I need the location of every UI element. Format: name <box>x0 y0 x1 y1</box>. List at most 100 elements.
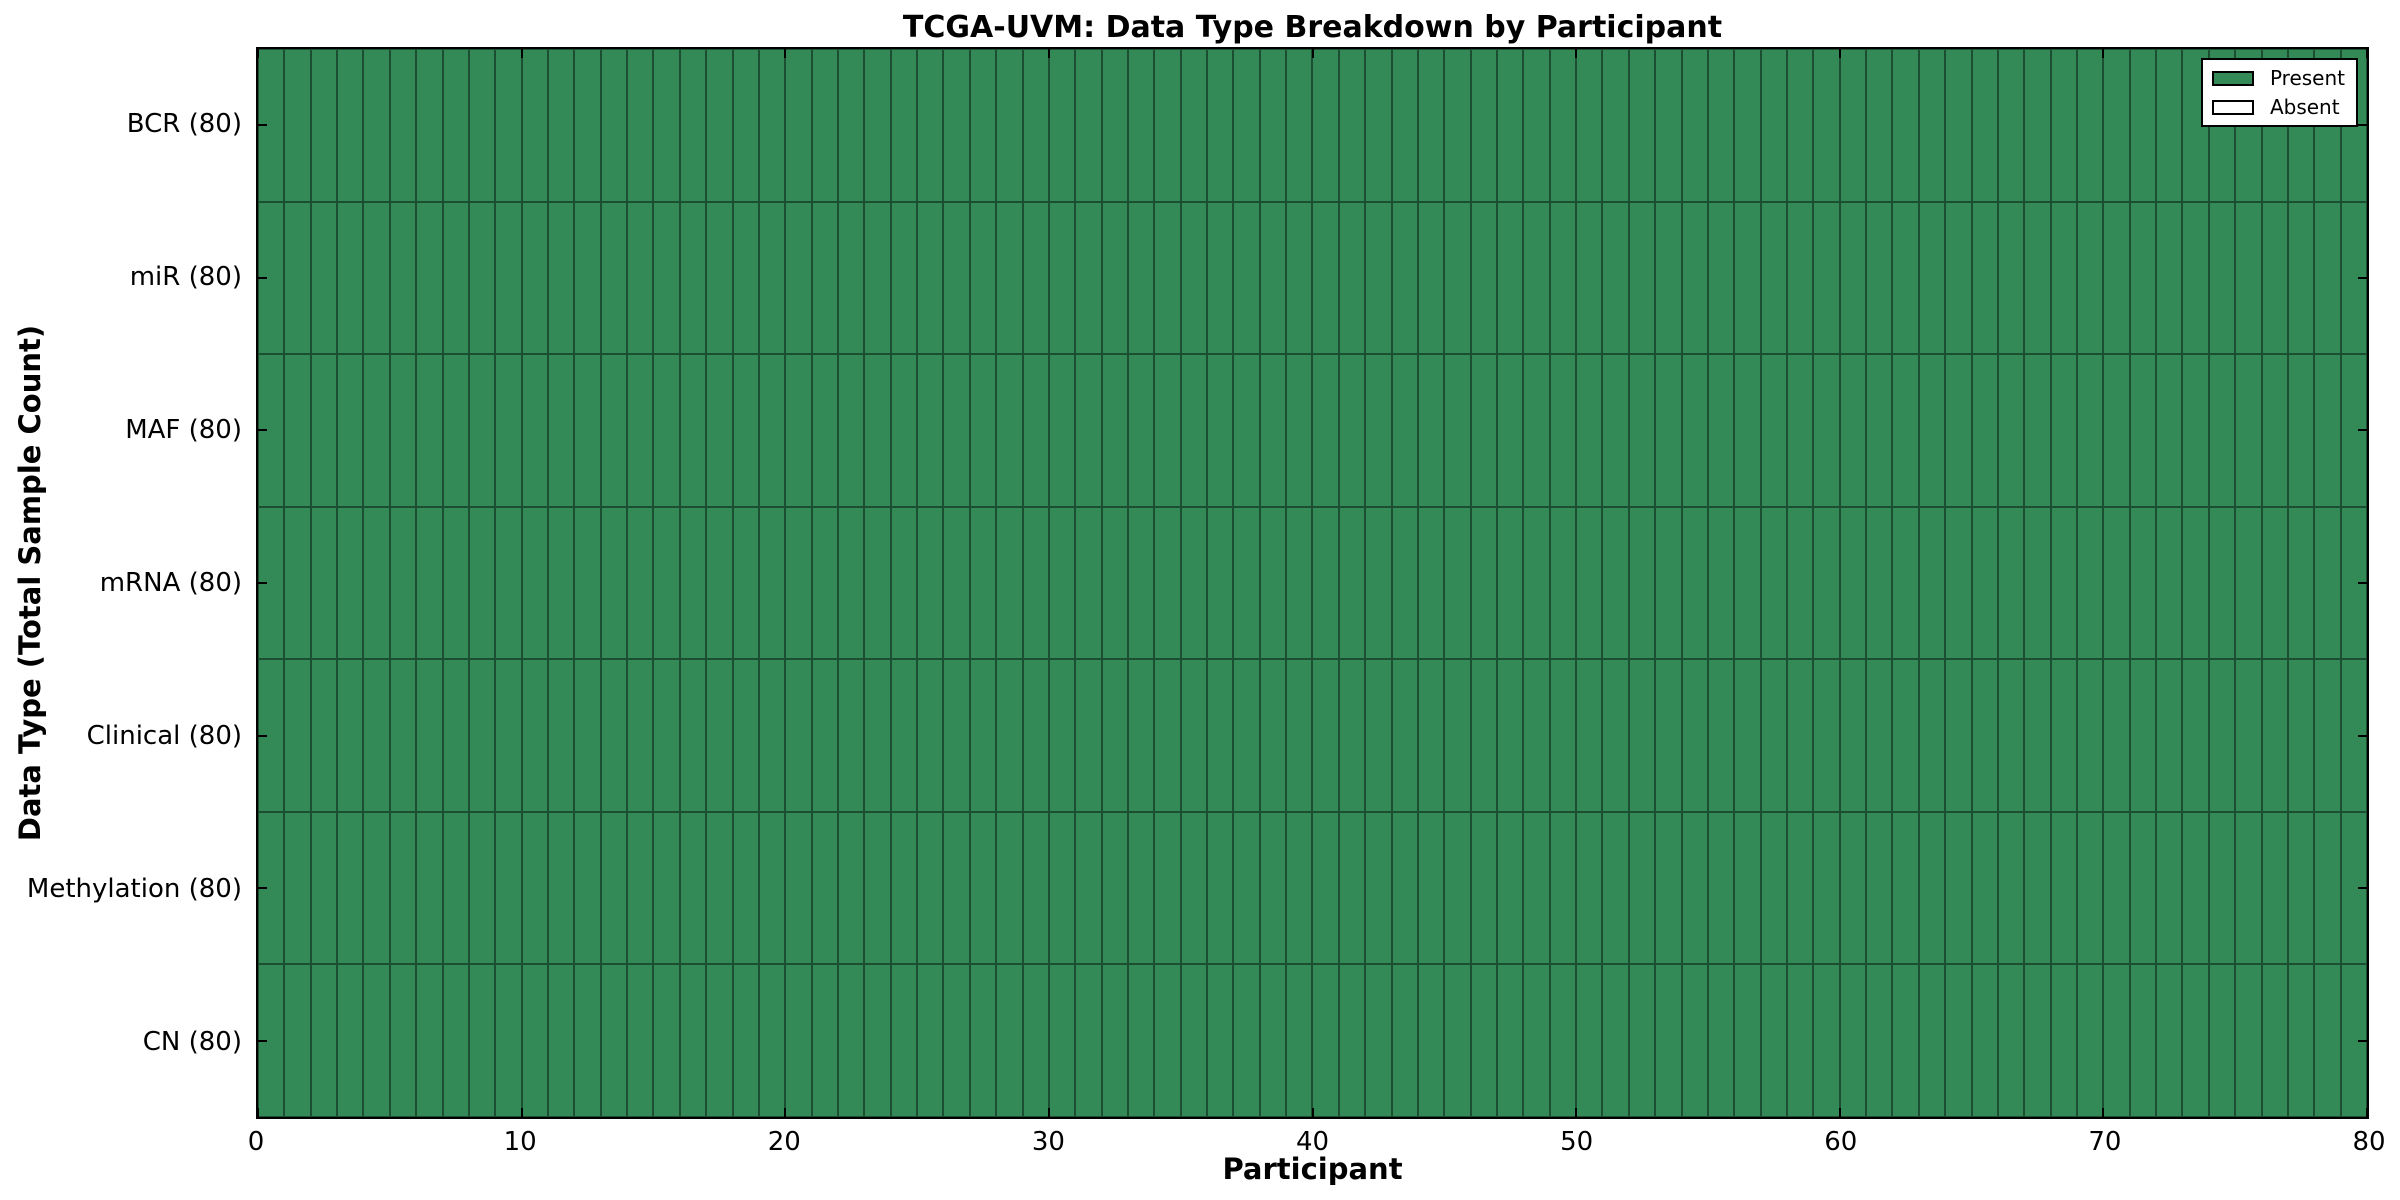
cell-mRNA-p31 <box>1075 506 1102 660</box>
cell-mRNA-p7 <box>442 506 469 660</box>
x-tick-label-30: 30 <box>1031 1127 1065 1157</box>
cell-CN-p37 <box>1233 964 1260 1117</box>
cell-CN-p8 <box>468 964 496 1117</box>
cell-BCR-p32 <box>1101 49 1128 202</box>
cell-BCR-p69 <box>2077 49 2104 202</box>
cell-miR-p77 <box>2287 201 2315 355</box>
cell-mRNA-p20 <box>785 506 812 660</box>
cell-MAF-p45 <box>1444 354 1471 507</box>
cell-CN-p58 <box>1787 964 1814 1117</box>
cell-BCR-p34 <box>1154 49 1181 202</box>
cell-mRNA-p61 <box>1866 506 1893 660</box>
cell-Methylation-p34 <box>1154 811 1181 965</box>
cell-Methylation-p64 <box>1945 811 1972 965</box>
cell-Methylation-p44 <box>1417 811 1445 965</box>
x-tick-mark <box>520 49 523 58</box>
cell-mRNA-p78 <box>2314 506 2341 660</box>
cell-MAF-p22 <box>837 354 865 507</box>
cell-MAF-p76 <box>2261 354 2288 507</box>
cell-mRNA-p53 <box>1655 506 1682 660</box>
cell-CN-p72 <box>2156 964 2183 1117</box>
cell-Clinical-p62 <box>1892 659 1919 812</box>
cell-BCR-p43 <box>1391 49 1418 202</box>
cell-Clinical-p36 <box>1207 659 1234 812</box>
x-tick-mark <box>1838 1108 1841 1117</box>
cell-mRNA-p34 <box>1154 506 1181 660</box>
cell-Clinical-p38 <box>1259 659 1287 812</box>
cell-mRNA-p23 <box>864 506 891 660</box>
cell-miR-p73 <box>2182 201 2209 355</box>
cell-MAF-p46 <box>1470 354 1498 507</box>
cell-mRNA-p69 <box>2077 506 2104 660</box>
cell-MAF-p43 <box>1391 354 1418 507</box>
cell-Clinical-p14 <box>627 659 654 812</box>
cell-mRNA-p10 <box>521 506 548 660</box>
cell-Methylation-p26 <box>943 811 970 965</box>
cell-CN-p19 <box>758 964 786 1117</box>
cell-Clinical-p13 <box>600 659 628 812</box>
cell-Methylation-p9 <box>495 811 522 965</box>
cell-BCR-p47 <box>1497 49 1524 202</box>
cell-MAF-p32 <box>1101 354 1128 507</box>
cell-CN-p13 <box>600 964 628 1117</box>
y-tick-mark <box>2358 124 2367 127</box>
cell-Clinical-p5 <box>389 659 417 812</box>
y-tick-mark <box>258 582 267 584</box>
cell-mRNA-p42 <box>1365 506 1392 660</box>
legend-swatch-icon-absent <box>2211 99 2254 115</box>
y-tick-mark <box>2358 582 2367 584</box>
cell-mRNA-p56 <box>1734 506 1761 660</box>
cell-BCR-p71 <box>2129 49 2157 202</box>
cell-CN-p11 <box>547 964 575 1117</box>
y-tick-mark <box>2358 429 2367 432</box>
cell-miR-p54 <box>1681 201 1708 355</box>
cell-MAF-p12 <box>574 354 601 507</box>
cell-Clinical-p57 <box>1760 659 1788 812</box>
cell-CN-p4 <box>363 964 390 1117</box>
cell-MAF-p55 <box>1707 354 1735 507</box>
cell-MAF-p35 <box>1180 354 1208 507</box>
cell-BCR-p38 <box>1259 49 1287 202</box>
cell-Clinical-p77 <box>2287 659 2315 812</box>
cell-BCR-p48 <box>1523 49 1550 202</box>
cell-miR-p50 <box>1576 201 1603 355</box>
cell-Methylation-p65 <box>1971 811 1998 965</box>
cell-CN-p33 <box>1127 964 1155 1117</box>
y-tick-label-miR: miR (80) <box>129 261 242 292</box>
cell-Clinical-p52 <box>1628 659 1656 812</box>
cell-mRNA-p77 <box>2287 506 2315 660</box>
cell-CN-p29 <box>1022 964 1049 1117</box>
cell-CN-p60 <box>1839 964 1867 1117</box>
cell-Clinical-p29 <box>1022 659 1049 812</box>
cell-BCR-p40 <box>1312 49 1339 202</box>
cell-MAF-p69 <box>2077 354 2104 507</box>
cell-Methylation-p35 <box>1180 811 1208 965</box>
x-tick-mark <box>1311 1108 1314 1117</box>
cell-BCR-p52 <box>1628 49 1656 202</box>
cell-BCR-p5 <box>389 49 417 202</box>
cell-Methylation-p23 <box>864 811 891 965</box>
cell-Methylation-p8 <box>468 811 496 965</box>
cell-miR-p35 <box>1180 201 1208 355</box>
cell-miR-p25 <box>917 201 944 355</box>
cell-Methylation-p66 <box>1997 811 2025 965</box>
cell-Methylation-p36 <box>1207 811 1234 965</box>
cell-Clinical-p43 <box>1391 659 1418 812</box>
cell-Methylation-p20 <box>785 811 812 965</box>
cell-CN-p3 <box>337 964 364 1117</box>
cell-BCR-p29 <box>1022 49 1049 202</box>
cell-MAF-p54 <box>1681 354 1708 507</box>
cell-mRNA-p63 <box>1918 506 1946 660</box>
cell-miR-p60 <box>1839 201 1867 355</box>
cell-Methylation-p19 <box>758 811 786 965</box>
cell-MAF-p56 <box>1734 354 1761 507</box>
cell-CN-p2 <box>310 964 338 1117</box>
cell-CN-p16 <box>679 964 707 1117</box>
cell-Methylation-p54 <box>1681 811 1708 965</box>
cell-CN-p17 <box>706 964 733 1117</box>
cell-Clinical-p39 <box>1286 659 1313 812</box>
cell-Clinical-p18 <box>732 659 759 812</box>
x-tick-label-60: 60 <box>1824 1127 1858 1157</box>
cell-CN-p30 <box>1048 964 1076 1117</box>
